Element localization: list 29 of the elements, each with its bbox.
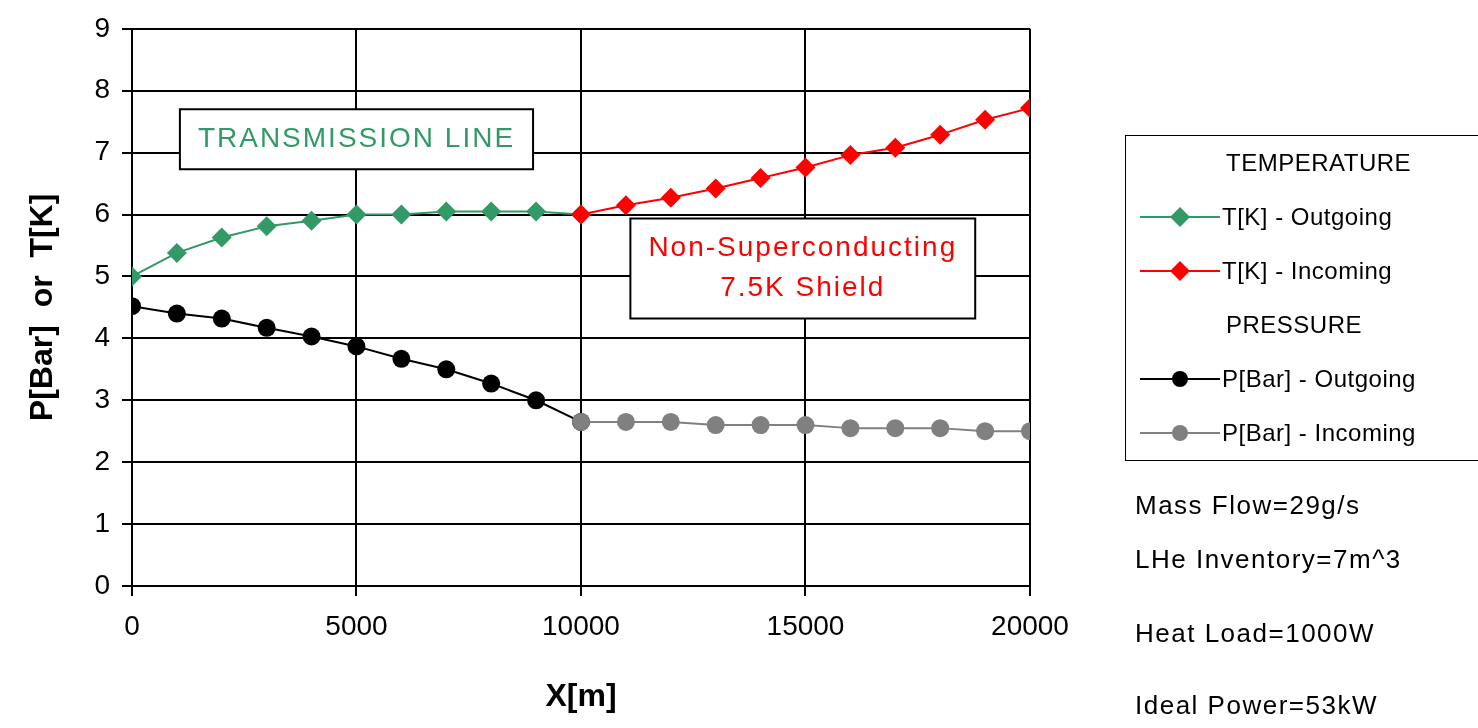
x-axis-title: X[m]: [545, 676, 617, 713]
text: Ideal Power=53kW: [1135, 690, 1378, 721]
text: LHe Inventory=7m^3: [1135, 544, 1402, 575]
text: PRESSURE: [1225, 310, 1364, 340]
text: TEMPERATURE: [1225, 148, 1413, 178]
legend-label: T[K] - Outgoing: [1222, 203, 1393, 231]
y-tick-label: 5: [94, 259, 110, 291]
y-tick-label: 3: [94, 382, 110, 414]
y-tick-label: 7: [94, 135, 110, 167]
text: Heat Load=1000W: [1135, 618, 1376, 649]
x-tick-label: 0: [124, 609, 140, 641]
y-axis-title: P[Bar] or T[K]: [23, 193, 60, 422]
x-tick-label: 5000: [325, 609, 388, 641]
legend-label: P[Bar] - Incoming: [1222, 419, 1416, 447]
x-tick-label: 15000: [766, 609, 845, 641]
x-tick-label: 20000: [991, 609, 1069, 641]
legend-label: P[Bar] - Outgoing: [1222, 365, 1416, 393]
y-tick-label: 8: [94, 73, 110, 105]
legend-label: T[K] - Incoming: [1222, 257, 1393, 285]
x-tick-label: 10000: [542, 609, 620, 641]
annotation: Non-Superconducting 7.5K Shield: [648, 231, 958, 303]
y-tick-label: 9: [94, 11, 110, 43]
y-tick-label: 0: [94, 568, 110, 600]
y-tick-label: 1: [94, 506, 110, 538]
y-tick-label: 4: [94, 321, 110, 353]
y-tick-label: 2: [94, 444, 110, 476]
annotation: TRANSMISSION LINE: [197, 121, 516, 153]
y-tick-label: 6: [94, 197, 110, 229]
text: Mass Flow=29g/s: [1135, 490, 1361, 521]
